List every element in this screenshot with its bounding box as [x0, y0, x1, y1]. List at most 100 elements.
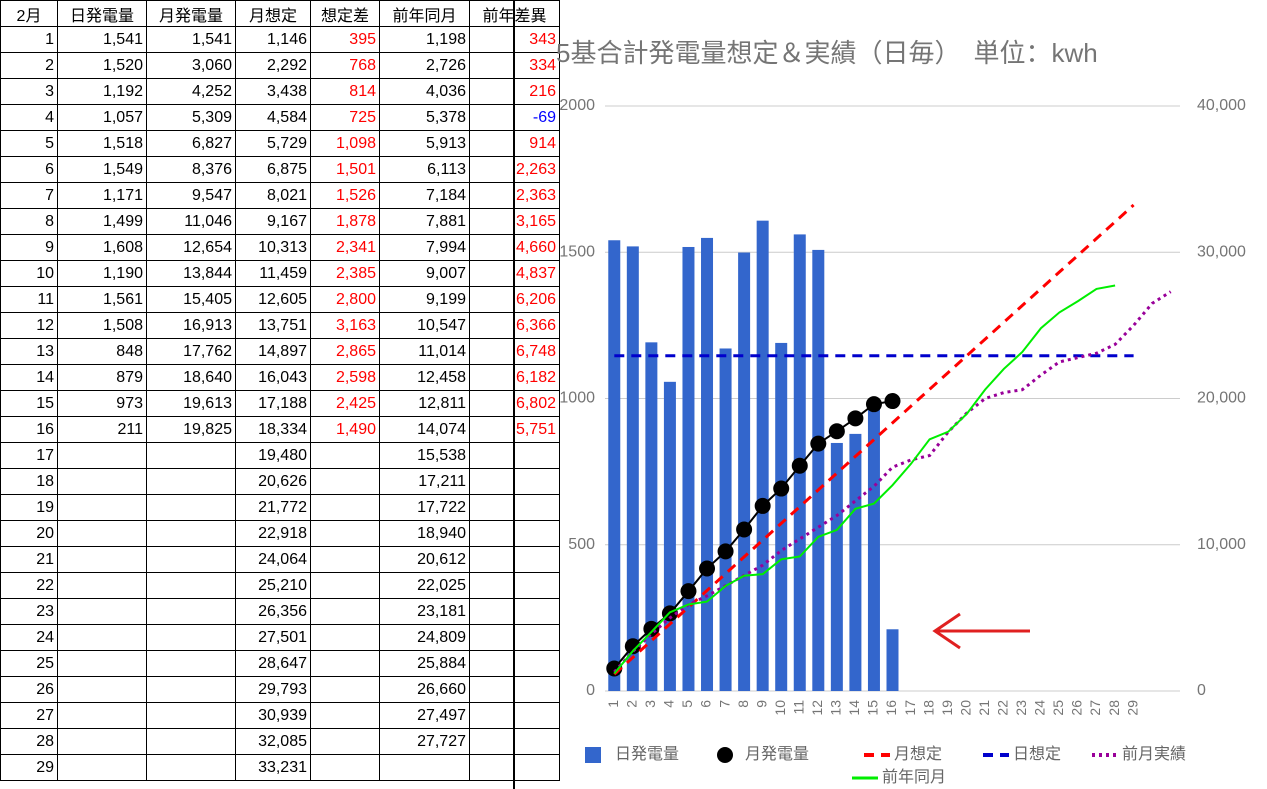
y-tick-label: 500 — [568, 536, 595, 553]
table-cell: 1,549 — [57, 156, 147, 183]
table-cell: 6,182 — [469, 364, 560, 391]
x-tick-label: 25 — [1050, 700, 1066, 716]
table-cell: 848 — [57, 338, 147, 365]
table-cell — [310, 494, 380, 521]
table-cell: 1,520 — [57, 52, 147, 79]
table-cell: 日発電量 — [57, 0, 147, 27]
table-cell — [146, 598, 236, 625]
table-cell: 3,060 — [146, 52, 236, 79]
table-cell: 211 — [57, 416, 147, 443]
table-cell — [310, 754, 380, 781]
table-cell: 22,025 — [379, 572, 470, 599]
table-cell — [310, 546, 380, 573]
table-cell: 28,647 — [235, 650, 311, 677]
table-cell: 9 — [0, 234, 58, 261]
table-cell: 17,762 — [146, 338, 236, 365]
bar — [812, 249, 825, 691]
table-cell — [379, 754, 470, 781]
table-cell: 768 — [310, 52, 380, 79]
line — [613, 203, 1135, 676]
x-tick-label: 6 — [698, 700, 714, 708]
table-cell: 3 — [0, 78, 58, 105]
arrow-head — [932, 612, 961, 650]
table-cell: 343 — [469, 26, 560, 53]
table-cell: 8,376 — [146, 156, 236, 183]
point — [884, 393, 901, 410]
table-cell: 24,809 — [379, 624, 470, 651]
bar — [830, 442, 843, 691]
table-cell — [57, 754, 147, 781]
arrow — [932, 612, 1030, 650]
point — [773, 480, 790, 497]
table-cell: 6,827 — [146, 130, 236, 157]
x-tick-label: 15 — [865, 700, 881, 716]
table-cell: 24,064 — [235, 546, 311, 573]
table-cell: 17,188 — [235, 390, 311, 417]
bar — [701, 237, 714, 692]
table-cell: 10 — [0, 260, 58, 287]
table-cell: 25,210 — [235, 572, 311, 599]
table-cell: 前年同月 — [379, 0, 470, 27]
table-cell: 4 — [0, 104, 58, 131]
table-cell — [310, 520, 380, 547]
table-cell: 1,198 — [379, 26, 470, 53]
x-tick-label: 24 — [1032, 700, 1048, 716]
chart: 5基合計発電量想定＆実績（日毎） 単位：kwh 0 500 1000 1500 2000… — [556, 38, 1246, 786]
table-cell: 13 — [0, 338, 58, 365]
x-tick-label: 11 — [790, 700, 806, 715]
table-cell: 27,501 — [235, 624, 311, 651]
table-cell: 3,165 — [469, 208, 560, 235]
table-cell — [57, 598, 147, 625]
point — [717, 543, 734, 560]
table-cell: 27 — [0, 702, 58, 729]
table-row: 7 1,171 9,547 8,021 1,526 7,184 2,363 — [0, 182, 560, 209]
y2-tick-label: 0 — [1197, 682, 1206, 699]
table-cell: 2,385 — [310, 260, 380, 287]
table-cell: 1,190 — [57, 260, 147, 287]
table-cell: 1,878 — [310, 208, 380, 235]
table-cell: 14,074 — [379, 416, 470, 443]
table-cell: 23 — [0, 598, 58, 625]
table-cell: 21 — [0, 546, 58, 573]
table-cell: 879 — [57, 364, 147, 391]
point — [699, 560, 716, 577]
table-cell: 27,727 — [379, 728, 470, 755]
table-cell: 2月 — [0, 0, 58, 27]
legend-label: 月発電量 — [745, 745, 809, 763]
x-tick-label: 13 — [828, 700, 844, 716]
table-cell: 2 — [0, 52, 58, 79]
x-tick-label: 21 — [976, 700, 992, 716]
table-cell — [57, 624, 147, 651]
y2-tick-label: 40,000 — [1197, 97, 1246, 114]
table-cell: 3,438 — [235, 78, 311, 105]
line — [613, 290, 1172, 674]
table-cell: 14 — [0, 364, 58, 391]
table-cell: 2,425 — [310, 390, 380, 417]
table-cell: 23,181 — [379, 598, 470, 625]
table-cell: 27,497 — [379, 702, 470, 729]
bar — [867, 406, 880, 691]
table-cell: 15,538 — [379, 442, 470, 469]
table-cell: 6,802 — [469, 390, 560, 417]
table-cell — [146, 728, 236, 755]
table-cell: 11,046 — [146, 208, 236, 235]
table-row: 6 1,549 8,376 6,875 1,501 6,113 2,263 — [0, 156, 560, 183]
line — [613, 284, 1116, 675]
table-cell — [469, 754, 560, 781]
table-cell: 1 — [0, 26, 58, 53]
table-cell: 28 — [0, 728, 58, 755]
point — [865, 396, 882, 413]
table-cell — [469, 572, 560, 599]
table-cell: 16,043 — [235, 364, 311, 391]
table-row: 25 28,647 25,884 — [0, 650, 560, 677]
table-cell: 18,334 — [235, 416, 311, 443]
table-cell: 2,598 — [310, 364, 380, 391]
table-cell: 1,171 — [57, 182, 147, 209]
table-cell: 30,939 — [235, 702, 311, 729]
table-cell: 20 — [0, 520, 58, 547]
table-cell — [146, 676, 236, 703]
table-cell — [57, 520, 147, 547]
table-cell: 前年差異 — [469, 0, 560, 27]
table-cell — [57, 728, 147, 755]
table-cell: 月想定 — [235, 0, 311, 27]
